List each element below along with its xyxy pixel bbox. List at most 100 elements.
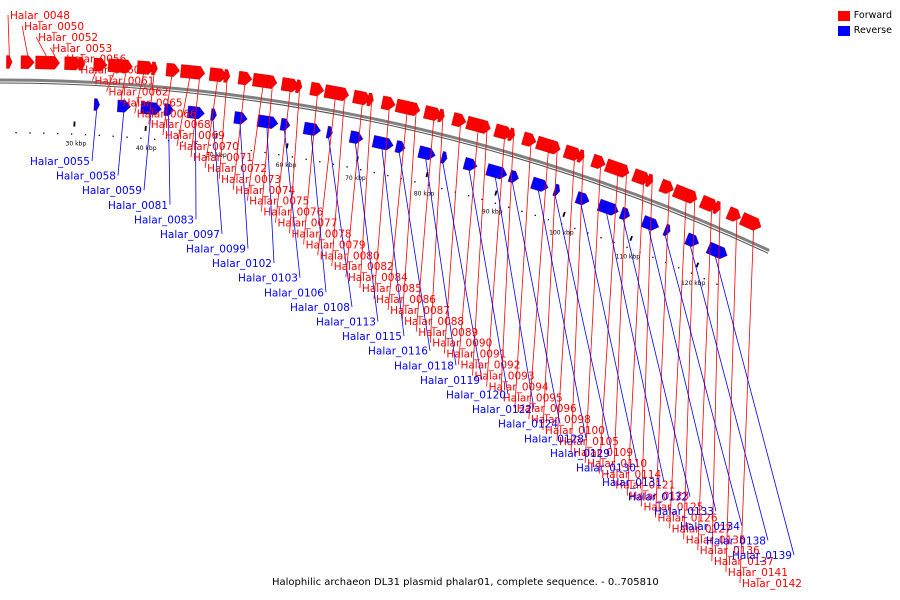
gene-leader — [212, 120, 223, 234]
gene-leader — [260, 75, 274, 212]
gene-arrow — [552, 183, 561, 197]
minor-tick — [291, 156, 294, 158]
legend-label-forward: Forward — [853, 10, 892, 21]
gene-arrow — [440, 151, 448, 164]
gene-label: Halar_0132 — [628, 492, 688, 504]
gene-leader — [401, 103, 418, 321]
minor-tick — [414, 181, 416, 183]
gene-leader — [472, 121, 488, 376]
gene-leader — [606, 213, 665, 483]
gene-leader — [204, 68, 220, 168]
gene-label: Halar_0130 — [576, 462, 636, 474]
gene-arrow — [394, 140, 406, 154]
gene-leader — [78, 57, 83, 70]
gene-leader — [266, 127, 275, 264]
tick-label: 110 kbp — [616, 253, 641, 260]
reverse-swatch — [837, 25, 850, 36]
gene-label: Halar_0092 — [460, 360, 520, 372]
minor-tick — [360, 169, 362, 171]
gene-leader — [345, 91, 364, 278]
gene-arrow — [576, 149, 585, 163]
minor-tick — [373, 171, 375, 174]
gene-leader — [542, 141, 559, 431]
gene-leader — [442, 163, 483, 380]
minor-tick — [126, 136, 128, 138]
gene-leader — [415, 107, 436, 332]
gene-label: Halar_0088 — [404, 316, 464, 328]
gene-leader — [598, 162, 619, 474]
gene-leader — [64, 56, 74, 60]
gene-leader — [134, 61, 147, 114]
minor-tick — [481, 198, 483, 201]
gene-arrow — [380, 95, 396, 111]
gene-arrow — [93, 98, 100, 111]
gene-label: Halar_0068 — [151, 119, 211, 131]
gene-label: Halar_0099 — [186, 244, 246, 256]
gene-arrow — [738, 212, 762, 231]
gene-arrow — [233, 111, 248, 125]
legend-item-reverse: Reverse — [837, 23, 892, 38]
minor-tick — [716, 283, 718, 285]
gene-label: Halar_0095 — [503, 392, 563, 404]
gene-label: Halar_0139 — [732, 550, 792, 562]
gene-label: Halar_0055 — [30, 156, 90, 168]
gene-label: Halar_0115 — [342, 331, 402, 343]
gene-leader — [148, 62, 156, 125]
gene-leader — [284, 130, 301, 278]
gene-arrow — [122, 59, 133, 74]
legend-item-forward: Forward — [837, 8, 892, 23]
minor-tick — [547, 219, 550, 221]
gene-arrow — [337, 87, 349, 102]
gene-label: Halar_0080 — [320, 250, 380, 262]
minor-tick — [400, 178, 403, 180]
legend-label-reverse: Reverse — [853, 25, 892, 36]
gene-label: Halar_0053 — [52, 43, 112, 55]
gene-arrow — [237, 70, 253, 86]
minor-tick — [468, 195, 470, 197]
gene-label: Halar_0119 — [420, 375, 480, 387]
gene-leader — [310, 135, 327, 293]
gene-leader — [623, 219, 691, 497]
gene-arrow — [266, 74, 278, 89]
gene-arrow — [725, 206, 741, 222]
gene-arrow — [662, 223, 671, 237]
gene-label: Halar_0072 — [207, 163, 267, 175]
plasmid-backbone — [0, 78, 770, 252]
gene-leader — [580, 204, 639, 468]
gene-label: Halar_0109 — [573, 447, 633, 459]
gene-leader — [570, 150, 584, 452]
tick-label: 120 kbp — [681, 280, 706, 287]
major-tick — [215, 133, 218, 139]
gene-label: Halar_0075 — [249, 196, 309, 208]
gene-leader — [512, 182, 561, 424]
minor-tick — [112, 135, 114, 137]
gene-leader — [120, 59, 129, 103]
gene-label: Halar_0097 — [160, 229, 220, 241]
gene-leader — [143, 114, 152, 191]
gene-leader — [106, 59, 120, 92]
gene-leader — [117, 112, 125, 176]
gene-label: Halar_0116 — [368, 346, 428, 358]
major-tick — [285, 143, 289, 149]
minor-tick — [84, 134, 87, 136]
gene-arrow — [348, 130, 364, 144]
gene-leader — [514, 133, 532, 409]
gene-label: Halar_0079 — [306, 239, 366, 251]
gene-label: Halar_0114 — [601, 469, 661, 481]
major-tick — [562, 211, 566, 218]
gene-label: Halar_0124 — [498, 419, 558, 431]
minor-tick — [319, 161, 321, 163]
gene-label: Halar_0078 — [292, 228, 352, 240]
gene-leader — [218, 69, 229, 179]
minor-tick — [264, 151, 266, 154]
gene-arrow — [590, 153, 606, 169]
gene-leader — [21, 25, 29, 56]
gene-label: Halar_0094 — [489, 381, 549, 393]
backbone-layer — [0, 78, 770, 254]
gene-arrow — [20, 55, 35, 69]
gene-arrow — [644, 173, 653, 188]
gene-leader — [232, 71, 247, 190]
minor-tick — [703, 278, 705, 280]
gene-leader — [91, 110, 97, 162]
